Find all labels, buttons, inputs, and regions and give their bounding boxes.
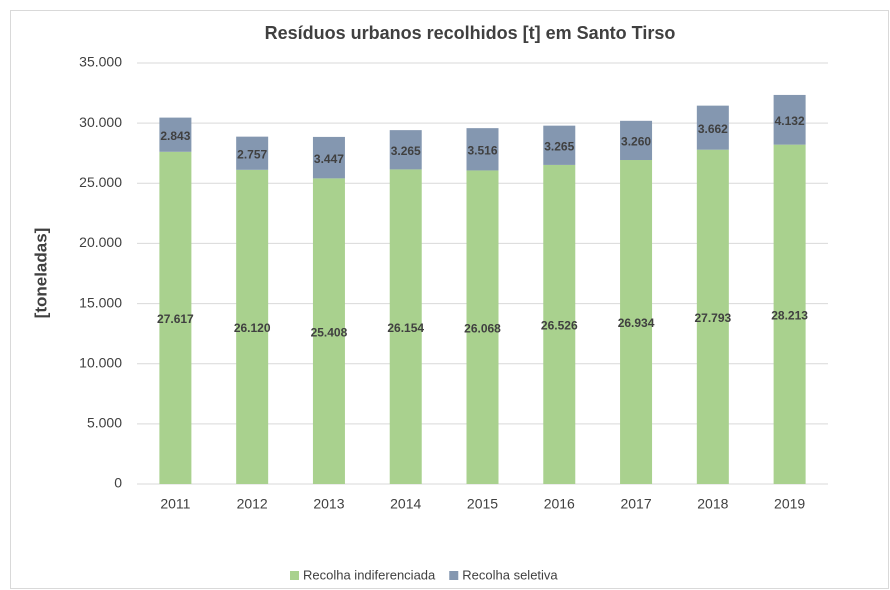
bar-segment: [773, 94, 806, 145]
x-tick-label: 2013: [313, 496, 344, 512]
x-tick-label: 2016: [544, 496, 575, 512]
y-tick-label: 0: [114, 475, 122, 491]
data-label: 3.447: [314, 152, 344, 166]
bar-segment: [389, 130, 422, 170]
bar-segment: [466, 170, 499, 484]
bar-segment: [312, 136, 345, 179]
data-label: 27.793: [694, 311, 731, 325]
legend-swatch: [449, 571, 459, 580]
data-label: 3.516: [467, 143, 497, 157]
legend-swatch: [290, 571, 299, 580]
bar-segment: [466, 128, 499, 171]
legend-label: Recolha indiferenciada: [303, 567, 436, 582]
data-label: 3.260: [621, 135, 651, 149]
data-label: 2.757: [237, 147, 267, 161]
bar-segment: [159, 151, 192, 484]
y-tick-label: 5.000: [87, 415, 122, 431]
data-label: 26.068: [464, 321, 501, 335]
y-tick-label: 20.000: [79, 234, 122, 250]
data-label: 28.213: [771, 308, 808, 322]
y-tick-label: 30.000: [79, 114, 122, 130]
y-tick-label: 25.000: [79, 174, 122, 190]
legend-label: Recolha seletiva: [462, 567, 558, 582]
data-label: 3.662: [698, 122, 728, 136]
bar-segment: [696, 105, 729, 150]
x-tick-label: 2012: [237, 496, 268, 512]
data-label: 26.934: [618, 316, 655, 330]
bar-segment: [543, 125, 576, 165]
bar-segment: [236, 169, 269, 484]
bar-segment: [620, 160, 653, 484]
y-tick-label: 35.000: [79, 54, 122, 70]
data-label: 26.526: [541, 319, 578, 333]
data-label: 3.265: [391, 144, 421, 158]
y-tick-label: 15.000: [79, 294, 122, 310]
bar-segment: [543, 164, 576, 484]
x-tick-label: 2015: [467, 496, 498, 512]
data-label: 25.408: [311, 325, 348, 339]
bar-segment: [159, 117, 192, 152]
y-tick-label: 10.000: [79, 354, 122, 370]
data-label: 3.265: [544, 139, 574, 153]
bar-segment: [773, 144, 806, 484]
bar-segment: [389, 169, 422, 485]
data-label: 26.120: [234, 321, 271, 335]
bar-segment: [236, 136, 269, 170]
x-tick-label: 2018: [697, 496, 728, 512]
data-label: 2.843: [160, 129, 190, 143]
data-label: 4.132: [775, 114, 805, 128]
chart-frame: [10, 10, 889, 589]
x-tick-label: 2014: [390, 496, 421, 512]
x-tick-label: 2011: [160, 496, 190, 512]
bar-segment: [312, 178, 345, 484]
bar-segment: [696, 149, 729, 484]
chart-title: Resíduos urbanos recolhidos [t] em Santo…: [265, 23, 676, 43]
x-tick-label: 2017: [620, 496, 651, 512]
bar-segment: [620, 120, 653, 161]
data-label: 27.617: [157, 312, 194, 326]
data-label: 26.154: [387, 321, 424, 335]
x-tick-label: 2019: [774, 496, 805, 512]
y-axis-label: [toneladas]: [31, 228, 50, 319]
